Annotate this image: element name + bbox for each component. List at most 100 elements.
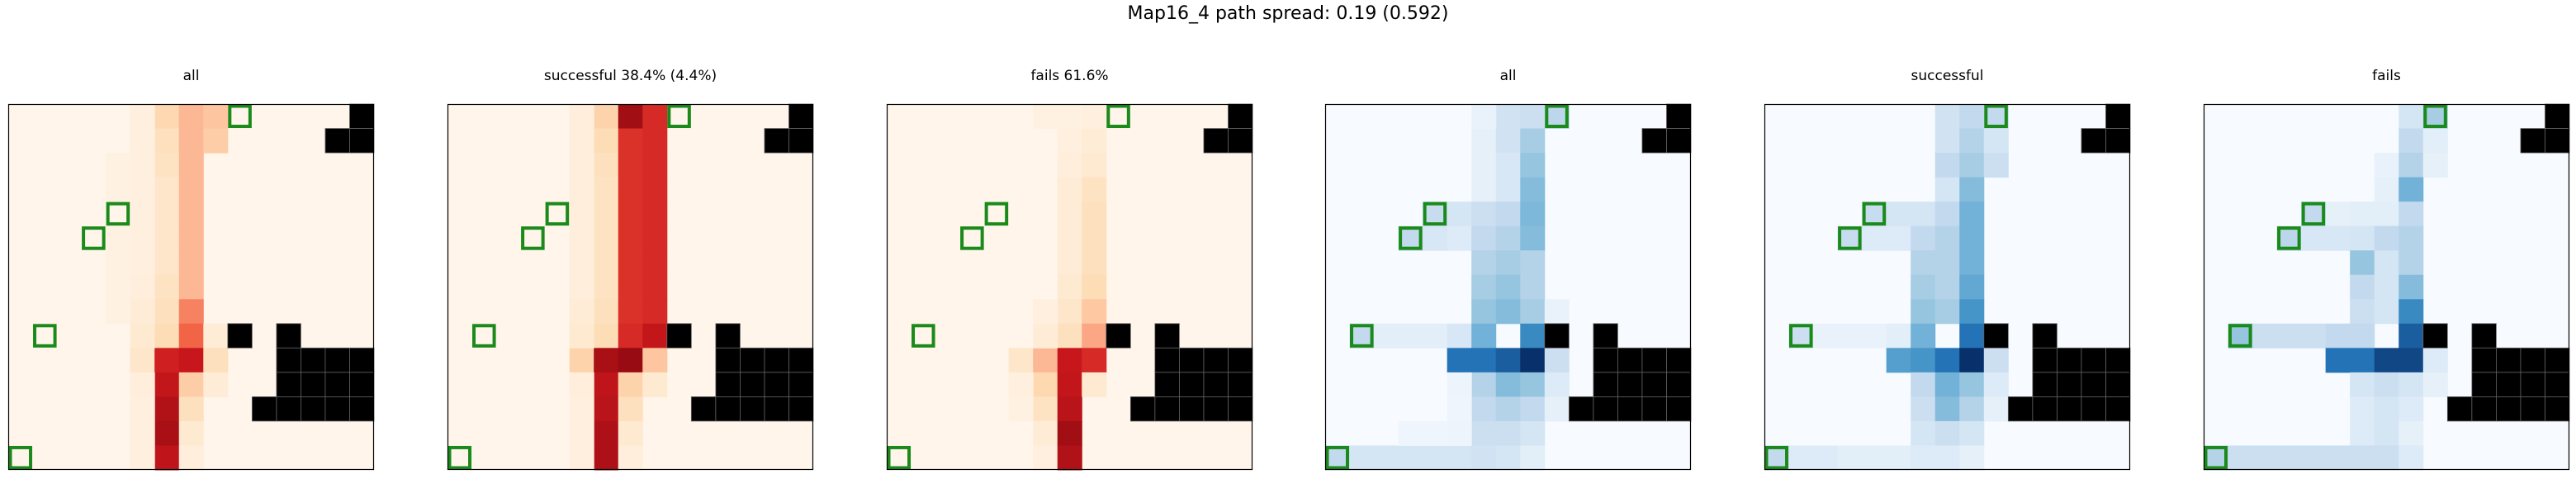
heatmap-cell: [1423, 226, 1447, 251]
heatmap-cell: [130, 226, 155, 251]
heatmap-cell: [2398, 275, 2423, 300]
heatmap-cell: [1471, 348, 1496, 372]
heatmap-cell: [618, 250, 643, 275]
wall-cell: [716, 324, 741, 349]
wall-cell: [691, 396, 716, 421]
wall-cell: [325, 129, 350, 154]
wall-cell: [301, 372, 325, 397]
heatmap-cell: [1959, 226, 1984, 251]
heatmap-cell: [618, 396, 643, 421]
wall-cell: [765, 129, 789, 154]
heatmap-cell: [1009, 372, 1034, 397]
wall-cell: [1617, 396, 1642, 421]
heatmap-cell: [1959, 104, 1984, 129]
heatmap-cell: [594, 299, 618, 324]
heatmap-cell: [2375, 299, 2399, 324]
wall-cell: [1642, 348, 1667, 372]
wall-cell: [1204, 129, 1229, 154]
heatmap-cell: [2423, 372, 2448, 397]
heatmap-cell: [2301, 226, 2326, 251]
heatmap-cell: [1959, 153, 1984, 178]
heatmap-cell: [179, 202, 204, 226]
wall-cell: [2033, 396, 2057, 421]
wall-cell: [1228, 104, 1252, 129]
heatmap-cell: [594, 372, 618, 397]
wall-cell: [765, 372, 789, 397]
heatmap-cell: [1471, 275, 1496, 300]
heatmap-cell: [154, 202, 179, 226]
wall-cell: [1593, 348, 1618, 372]
heatmap-cell: [130, 275, 155, 300]
heatmap-cell: [1447, 348, 1472, 372]
wall-cell: [716, 396, 741, 421]
heatmap-cell: [154, 178, 179, 202]
wall-cell: [788, 348, 813, 372]
heatmap-cell: [2350, 396, 2375, 421]
heatmap-cell: [2326, 324, 2351, 349]
heatmap-cell: [1789, 445, 1814, 470]
heatmap-cell: [1082, 104, 1106, 129]
heatmap-cell: [618, 153, 643, 178]
wall-cell: [1228, 396, 1252, 421]
heatmap-cell: [570, 129, 594, 154]
wall-cell: [2472, 348, 2497, 372]
heatmap-cell: [2350, 299, 2375, 324]
heatmap-cell: [618, 324, 643, 349]
heatmap-cell: [1520, 153, 1545, 178]
heatmap-cell: [1058, 178, 1082, 202]
heatmap-cell: [1935, 299, 1960, 324]
heatmap-cell: [1984, 396, 2009, 421]
wall-cell: [740, 348, 765, 372]
figure-suptitle: Map16_4 path spread: 0.19 (0.592): [0, 3, 2576, 24]
wall-cell: [277, 396, 301, 421]
heatmap-cell: [2277, 445, 2302, 470]
heatmap-cell: [1862, 445, 1887, 470]
heatmap-cell: [2398, 250, 2423, 275]
heatmap-cell: [1520, 275, 1545, 300]
heatmap-cell: [1058, 372, 1082, 397]
heatmap-cell: [2375, 396, 2399, 421]
heatmap-cell: [594, 250, 618, 275]
heatmap-cell: [2326, 202, 2351, 226]
heatmap-cell: [570, 348, 594, 372]
heatmap-cell: [618, 372, 643, 397]
heatmap-cell: [1423, 324, 1447, 349]
heatmap-cell: [1984, 129, 2009, 154]
wall-cell: [788, 396, 813, 421]
heatmap-cell: [618, 129, 643, 154]
wall-cell: [716, 348, 741, 372]
heatmap-panel: [2204, 104, 2569, 470]
heatmap-cell: [1058, 129, 1082, 154]
panel-title: successful: [1764, 68, 2130, 84]
heatmap-cell: [1447, 396, 1472, 421]
heatmap-cell: [1033, 324, 1058, 349]
heatmap-cell: [106, 178, 130, 202]
wall-cell: [2545, 396, 2569, 421]
heatmap-cell: [1959, 421, 1984, 446]
heatmap-cell: [642, 299, 667, 324]
heatmap-cell: [2375, 153, 2399, 178]
heatmap-cell: [2252, 445, 2277, 470]
heatmap-cell: [1496, 104, 1521, 129]
heatmap-cell: [1862, 324, 1887, 349]
heatmap-cell: [2398, 153, 2423, 178]
heatmap-cell: [1520, 299, 1545, 324]
heatmap-cell: [1935, 129, 1960, 154]
heatmap-cell: [1033, 396, 1058, 421]
heatmap-cell: [570, 299, 594, 324]
wall-cell: [2521, 396, 2545, 421]
heatmap-cell: [1887, 348, 1911, 372]
heatmap-cell: [2398, 324, 2423, 349]
heatmap-cell: [1082, 178, 1106, 202]
wall-cell: [301, 348, 325, 372]
wall-cell: [2057, 396, 2081, 421]
wall-cell: [252, 396, 277, 421]
heatmap-cell: [642, 104, 667, 129]
wall-cell: [2105, 129, 2130, 154]
heatmap-cell: [2350, 226, 2375, 251]
heatmap-cell: [1471, 202, 1496, 226]
wall-cell: [349, 372, 374, 397]
wall-cell: [1666, 348, 1691, 372]
wall-cell: [1545, 324, 1570, 349]
heatmap-cell: [1520, 324, 1545, 349]
